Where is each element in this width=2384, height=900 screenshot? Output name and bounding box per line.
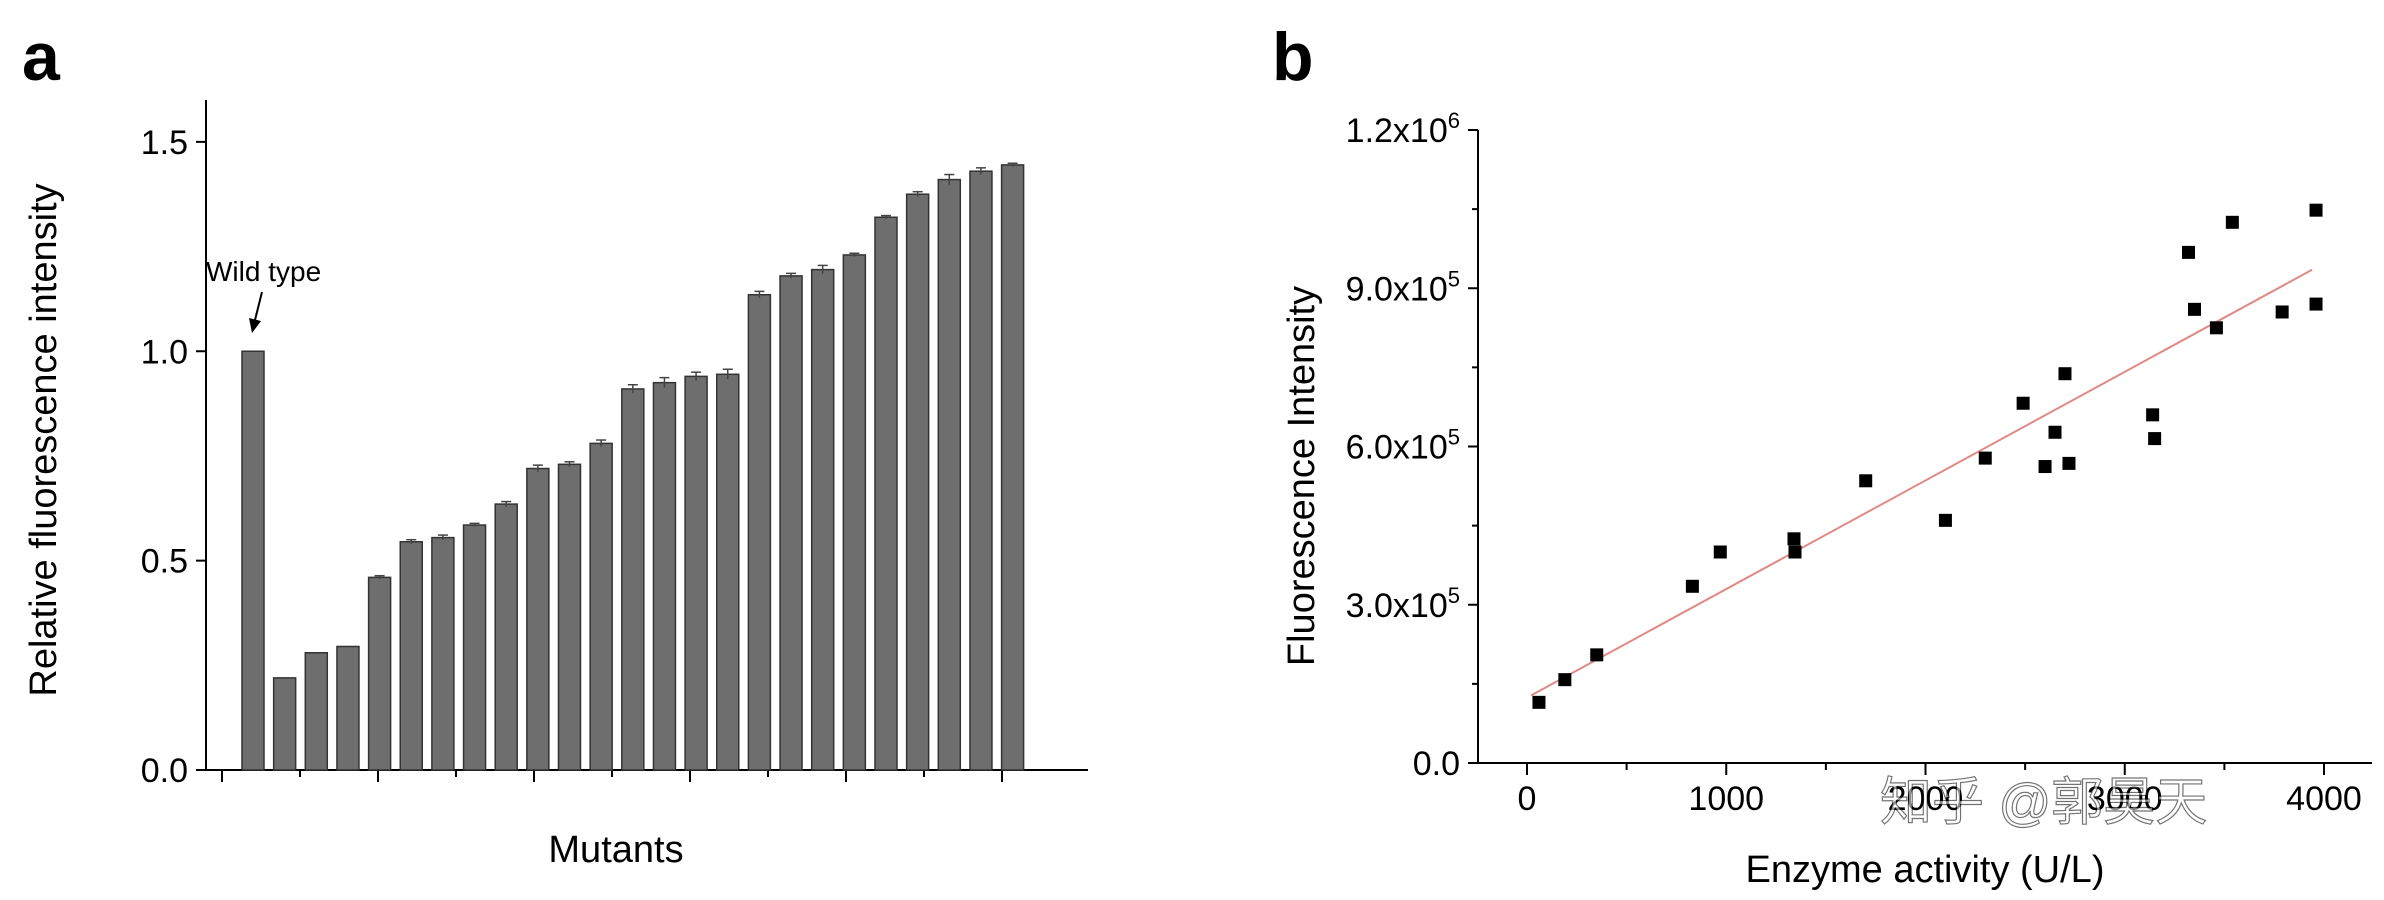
tick-exponent: 5 (1448, 425, 1460, 450)
data-point (2016, 396, 2030, 410)
tick-mantissa: 1.2x10 (1346, 112, 1448, 150)
bar (494, 503, 518, 771)
bar (304, 652, 329, 771)
wild-type-annotation: Wild type (206, 256, 321, 287)
data-point (1713, 545, 1727, 559)
chart-a: 0.0 0.5 1.0 1.5 Relative fluorescence inten… (23, 100, 1088, 871)
data-point (2146, 408, 2160, 422)
panel-b-label: b (1272, 19, 1314, 95)
tick-mantissa: 3.0x10 (1346, 587, 1448, 625)
data-point (2309, 203, 2323, 217)
data-point (2148, 432, 2162, 446)
data-point (2038, 460, 2052, 474)
data-point (1938, 513, 1952, 527)
chart-b-y-tick-label: 9.0x105 (1346, 266, 1460, 308)
data-point (1532, 695, 1546, 709)
bar (842, 254, 867, 771)
tick-mantissa: 9.0x10 (1346, 270, 1448, 308)
bar (589, 442, 613, 771)
tick-mantissa: 6.0x10 (1346, 429, 1448, 467)
bar (557, 463, 582, 771)
bar (652, 381, 677, 771)
data-point (1978, 451, 1992, 465)
panel-a-label: a (22, 19, 61, 95)
data-point (1787, 532, 1801, 546)
data-point (1590, 648, 1604, 662)
chart-b-y-tick-label: 0.0 (1413, 745, 1460, 783)
chart-a-y-tick-label: 0.0 (141, 752, 188, 790)
bar (367, 576, 392, 771)
chart-b-y-tick-label: 3.0x105 (1346, 583, 1460, 625)
chart-b-y-label: Fluorescence Intensity (1281, 286, 1323, 666)
chart-b-x-tick-label: 4000 (2286, 780, 2362, 818)
bar (621, 388, 645, 771)
bar (684, 375, 708, 771)
bar (969, 170, 993, 771)
data-point (2275, 305, 2289, 319)
bar (747, 293, 772, 771)
data-point (1788, 545, 1802, 559)
wild-type-arrow (254, 291, 263, 321)
tick-exponent: 5 (1448, 583, 1460, 608)
bar (399, 541, 423, 771)
chart-b-x-tick-label: 2000 (1888, 780, 1964, 818)
bar (462, 524, 487, 771)
data-point (2182, 245, 2196, 259)
chart-b-x-label: Enzyme activity (U/L) (1746, 849, 2105, 891)
bar (779, 275, 803, 771)
tick-exponent: 6 (1448, 108, 1460, 133)
bar (526, 467, 550, 771)
bar (241, 350, 265, 771)
data-point (2048, 425, 2062, 439)
chart-a-y-tick-label: 0.5 (141, 543, 188, 581)
wild-type-arrowhead (249, 318, 261, 333)
chart-a-x-label: Mutants (548, 829, 683, 871)
bar (272, 677, 297, 771)
chart-a-y-label: Relative fluorescence intensity (23, 183, 65, 696)
data-point (1685, 579, 1699, 593)
bar (1000, 164, 1025, 771)
bar (874, 216, 898, 771)
bar (937, 178, 962, 771)
data-point (2058, 367, 2072, 381)
chart-a-y-tick-label: 1.0 (141, 333, 188, 371)
fit-line (1530, 268, 2313, 697)
data-point (1558, 673, 1572, 687)
chart-b-y-tick-label: 1.2x106 (1346, 108, 1460, 150)
bar (431, 536, 455, 771)
bar (716, 373, 740, 771)
bar (905, 193, 930, 771)
chart-b-x-tick-label: 0 (1518, 780, 1537, 818)
bar (810, 268, 835, 771)
data-point (2062, 456, 2076, 470)
tick-mantissa: 0.0 (1413, 745, 1460, 783)
data-point (2187, 302, 2201, 316)
watermark: 知乎 @郭昊天 (1880, 774, 2207, 832)
data-point (2309, 297, 2323, 311)
data-point (2225, 215, 2239, 229)
tick-exponent: 5 (1448, 266, 1460, 291)
chart-b-y-tick-label: 6.0x105 (1346, 425, 1460, 467)
data-point (2209, 321, 2223, 335)
bar (336, 645, 360, 771)
data-point (1859, 474, 1873, 488)
chart-a-y-tick-label: 1.5 (141, 124, 188, 162)
chart-b-x-tick-label: 3000 (2087, 780, 2163, 818)
chart-b-x-tick-label: 1000 (1688, 780, 1764, 818)
